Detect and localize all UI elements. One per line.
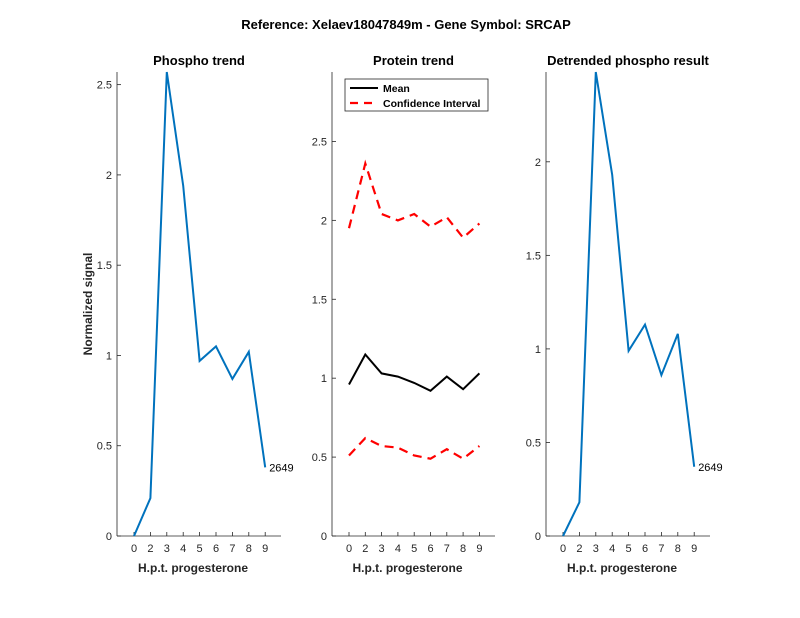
x-tick-label: 9 (476, 543, 482, 555)
figure-suptitle: Reference: Xelaev18047849m - Gene Symbol… (241, 17, 571, 32)
y-tick-label: 0.5 (312, 452, 327, 464)
x-tick-label: 7 (444, 543, 450, 555)
x-tick-label: 5 (626, 543, 632, 555)
legend-label-ci: Confidence Interval (383, 98, 481, 110)
x-tick-label: 6 (642, 543, 648, 555)
x-tick-label: 4 (609, 543, 615, 555)
panel-title: Detrended phospho result (547, 53, 709, 68)
panel-title: Phospho trend (153, 53, 245, 68)
legend-label-mean: Mean (383, 83, 410, 95)
y-tick-label: 1.5 (312, 294, 327, 306)
y-tick-label: 2 (535, 157, 541, 169)
y-tick-label: 1 (321, 373, 327, 385)
series-line-confidence-interval (347, 159, 481, 240)
x-tick-label: 2 (362, 543, 368, 555)
x-tick-label: 5 (411, 543, 417, 555)
x-tick-label: 0 (560, 543, 566, 555)
y-tick-label: 2.5 (312, 136, 327, 148)
x-tick-label: 3 (164, 543, 170, 555)
x-tick-label: 0 (346, 543, 352, 555)
y-tick-label: 1.5 (97, 260, 112, 272)
x-tick-label: 7 (229, 543, 235, 555)
legend: Mean Confidence Interval (344, 78, 489, 112)
y-tick-label: 1 (535, 344, 541, 356)
x-tick-label: 0 (131, 543, 137, 555)
series-line-phospho (133, 71, 267, 537)
x-tick-label: 4 (395, 543, 401, 555)
y-tick-label: 0 (321, 531, 327, 543)
x-axis-label: H.p.t. progesterone (138, 561, 248, 575)
panel-title: Protein trend (373, 53, 454, 68)
x-tick-label: 8 (246, 543, 252, 555)
y-tick-label: 2 (321, 215, 327, 227)
x-tick-label: 7 (658, 543, 664, 555)
y-tick-label: 0.5 (526, 437, 541, 449)
x-axis-label: H.p.t. progesterone (567, 561, 677, 575)
y-tick-label: 0 (535, 531, 541, 543)
x-tick-label: 3 (379, 543, 385, 555)
x-tick-label: 6 (427, 543, 433, 555)
x-tick-label: 5 (197, 543, 203, 555)
x-tick-label: 6 (213, 543, 219, 555)
x-tick-label: 8 (460, 543, 466, 555)
y-tick-label: 2.5 (97, 80, 112, 92)
x-tick-label: 9 (691, 543, 697, 555)
x-tick-label: 2 (147, 543, 153, 555)
x-tick-label: 2 (576, 543, 582, 555)
series-line-mean (348, 352, 481, 392)
point-annotation: 2649 (698, 462, 722, 474)
y-tick-label: 1.5 (526, 250, 541, 262)
series-line-detrended (562, 71, 696, 537)
series-line-confidence-interval-lower (348, 436, 481, 461)
x-tick-label: 3 (593, 543, 599, 555)
x-axis-label: H.p.t. progesterone (352, 561, 462, 575)
legend-box (344, 78, 489, 112)
point-annotation: 2649 (269, 462, 293, 474)
y-tick-label: 2 (106, 170, 112, 182)
y-tick-label: 0 (106, 531, 112, 543)
y-axis-label: Normalized signal (81, 253, 95, 356)
y-tick-label: 0.5 (97, 441, 112, 453)
y-tick-label: 1 (106, 350, 112, 362)
x-tick-label: 9 (262, 543, 268, 555)
x-tick-label: 8 (675, 543, 681, 555)
x-tick-label: 4 (180, 543, 186, 555)
